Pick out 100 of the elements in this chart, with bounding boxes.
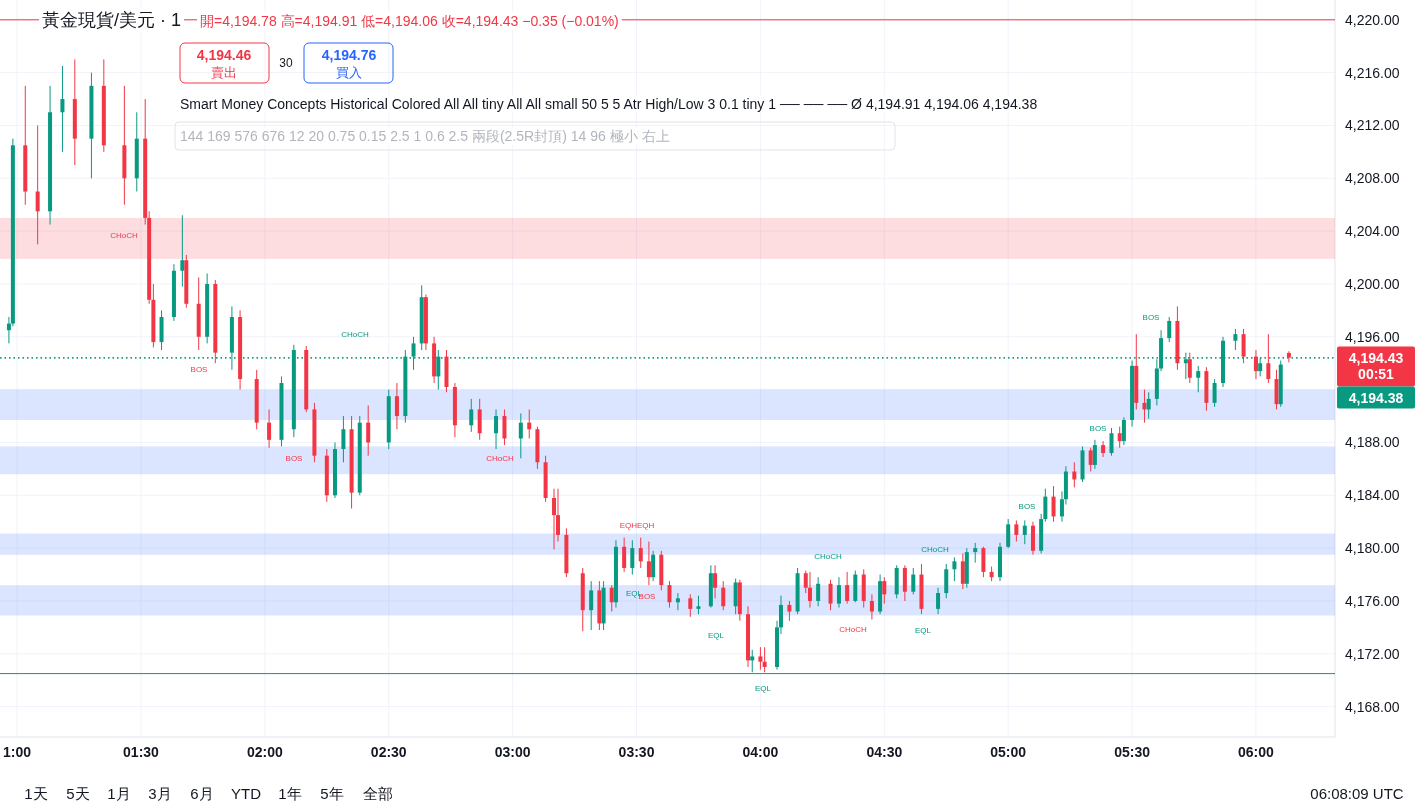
candlestick	[1014, 519, 1019, 543]
x-tick-label: 05:00	[990, 744, 1027, 760]
candlestick	[552, 488, 557, 550]
candlestick	[1092, 439, 1097, 470]
annotation: BOS	[190, 365, 208, 374]
candlestick	[721, 580, 726, 611]
candlestick	[733, 578, 738, 615]
candlestick	[787, 600, 792, 622]
x-tick-label: 06:00	[1238, 744, 1275, 760]
candlestick	[469, 398, 474, 433]
annotation: CHoCH	[486, 454, 514, 463]
y-tick-label: 4,204.00	[1345, 223, 1400, 240]
annotation: 4,194.46	[196, 47, 252, 63]
candlestick	[960, 552, 965, 590]
annotation: CHoCH	[839, 625, 867, 634]
annotation: CHoCH	[921, 545, 949, 554]
candlestick	[494, 408, 499, 450]
candlestick	[762, 646, 767, 673]
text: 3月	[148, 785, 172, 802]
y-tick-label: 4,172.00	[1345, 645, 1400, 662]
candlestick	[936, 587, 941, 615]
y-tick-label: 4,212.00	[1345, 117, 1400, 134]
candlestick	[646, 541, 651, 586]
candlestick	[394, 382, 399, 430]
candlestick	[882, 576, 887, 605]
candlestick	[35, 124, 40, 245]
annotation: BOS	[1018, 502, 1036, 511]
candlestick	[622, 537, 627, 573]
text: 1天	[24, 785, 48, 802]
text: 00:51	[1358, 366, 1395, 382]
text: 5年	[320, 785, 344, 802]
y-tick-label: 4,220.00	[1345, 11, 1400, 28]
candlestick	[696, 595, 701, 615]
candlestick	[828, 579, 833, 611]
candlestick	[638, 537, 643, 569]
annotation: EQHEQH	[619, 521, 655, 530]
candlestick	[341, 415, 346, 463]
candlestick	[1022, 519, 1027, 545]
candlestick	[902, 564, 907, 602]
annotation: EQL	[754, 684, 772, 693]
candlestick	[1088, 447, 1093, 473]
candlestick	[1117, 426, 1122, 449]
x-tick-label: 02:00	[246, 744, 283, 760]
candlestick	[1051, 485, 1056, 523]
y-tick-label: 4,196.00	[1345, 328, 1400, 345]
text: 6月	[190, 785, 214, 802]
candlestick	[758, 646, 763, 671]
annotation: EQL	[914, 626, 932, 635]
y-tick-label: 4,208.00	[1345, 170, 1400, 187]
candlestick	[1196, 365, 1201, 393]
candlestick	[836, 576, 841, 609]
candlestick	[911, 567, 916, 595]
annotation: 30	[279, 56, 293, 70]
annotation: Smart Money Concepts Historical Colored All All tiny All All small 50 5 5 Atr High/Low 3 0.1 tiny 1 ── ── ── Ø 4,194.91 4,194.06 4,194.38	[180, 96, 1038, 112]
y-tick-label: 4,216.00	[1345, 64, 1400, 81]
candlestick	[1101, 440, 1106, 458]
text: 黃金現貨/美元 · 1	[42, 10, 182, 30]
candlestick	[845, 571, 850, 605]
text: 開=4,194.78 高=4,194.91 低=4,194.06 收=4,194.43 −0.35 (−0.01%)	[200, 13, 619, 29]
candlestick	[502, 408, 507, 446]
candlestick	[1142, 389, 1147, 424]
y-tick-label: 4,168.00	[1345, 698, 1400, 715]
candlestick	[981, 546, 986, 578]
candlestick	[675, 592, 680, 611]
x-tick-label: 04:30	[866, 744, 903, 760]
annotation: 賣出	[211, 65, 237, 80]
candlestick	[952, 556, 957, 582]
candlestick	[973, 542, 978, 564]
candlestick	[267, 408, 272, 449]
text: 06:08:09 UTC	[1310, 785, 1404, 802]
candlestick	[688, 593, 693, 618]
annotation: BOS	[1142, 313, 1160, 322]
candlestick	[713, 564, 718, 599]
text: 1年	[278, 785, 302, 802]
candlestick	[1109, 427, 1114, 457]
candlestick	[1146, 391, 1151, 420]
candlestick	[589, 580, 594, 631]
candlestick	[518, 412, 523, 459]
text: 全部	[363, 785, 393, 802]
candlestick	[651, 550, 656, 582]
candlestick	[944, 563, 949, 599]
ref-line-label: 4,194.38	[1348, 389, 1404, 406]
x-tick-label: 05:30	[1114, 744, 1151, 760]
candlestick	[1167, 316, 1172, 343]
candlestick	[630, 539, 635, 576]
candlestick	[477, 398, 482, 441]
candlestick	[1212, 378, 1217, 408]
candlestick	[816, 576, 821, 607]
annotation: EQL	[707, 631, 725, 640]
x-tick-label: 03:30	[618, 744, 655, 760]
y-tick-label: 4,184.00	[1345, 487, 1400, 504]
annotation: 4,194.76	[321, 47, 377, 63]
candlestick	[366, 404, 371, 457]
text: 5天	[66, 785, 90, 802]
x-tick-label: 04:00	[742, 744, 779, 760]
candlestick	[60, 65, 65, 153]
candlestick	[1006, 518, 1011, 549]
candlestick	[527, 408, 532, 439]
x-tick-label: 03:00	[494, 744, 531, 760]
annotation: BOS	[1089, 424, 1107, 433]
